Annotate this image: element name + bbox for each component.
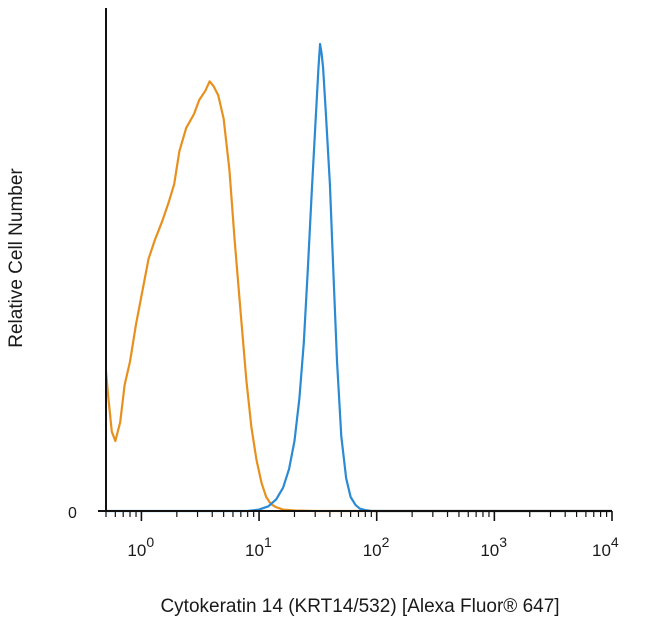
y-axis-label: Relative Cell Number [6,168,27,348]
x-tick-label-10^4: 104 [592,534,619,560]
x-tick-label-10^1: 101 [245,534,272,560]
y-tick-label-0: 0 [68,505,77,522]
x-tick-label-10^0: 100 [127,534,154,560]
x-axis-label: Cytokeratin 14 (KRT14/532) [Alexa Fluor®… [160,596,559,617]
histogram-series-1 [104,80,612,513]
x-axis-ticks [105,511,613,521]
x-axis-tick-labels: 100 101 102 103 104 [127,534,619,560]
x-tick-label-10^2: 102 [363,534,390,560]
series-layer [104,42,612,513]
histogram-series-2 [106,42,612,513]
x-tick-label-10^3: 103 [480,534,507,560]
